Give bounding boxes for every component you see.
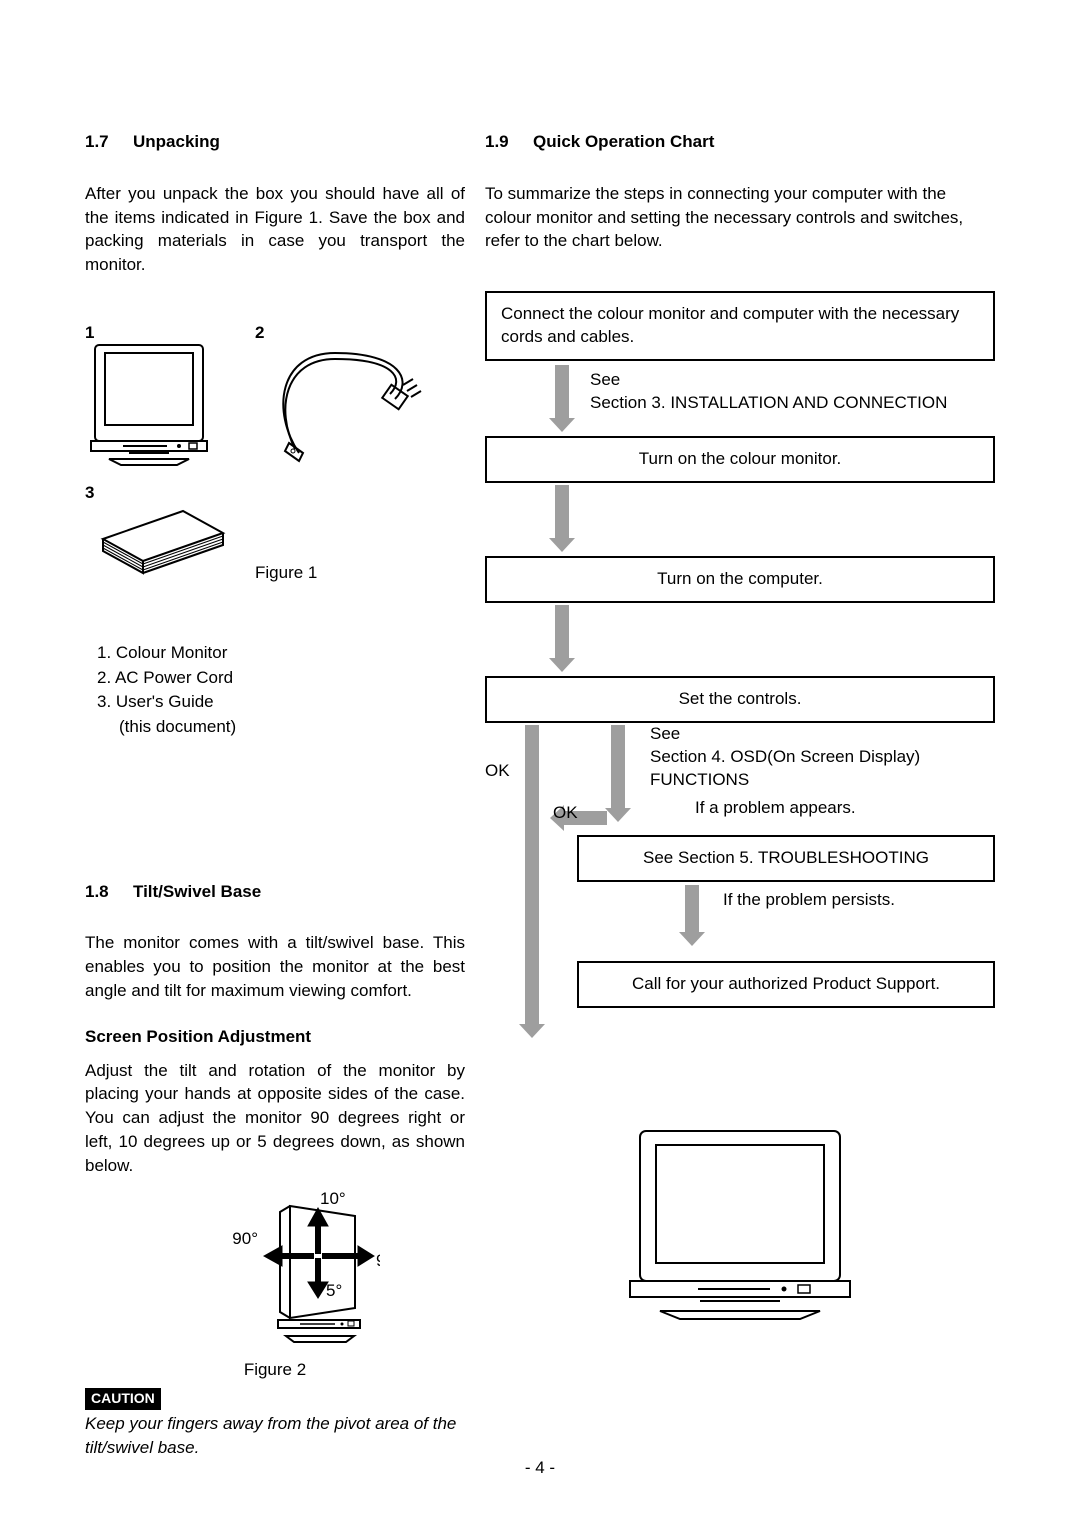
body-screen-pos: Adjust the tilt and rotation of the moni… xyxy=(85,1059,465,1178)
figure-2-caption: Figure 2 xyxy=(85,1358,465,1382)
list-item: 2. AC Power Cord xyxy=(97,666,465,691)
flowchart: Connect the colour monitor and computer … xyxy=(485,291,995,1081)
angle-left-label: 90° xyxy=(232,1229,258,1248)
flow-ref-problem-persists: If the problem persists. xyxy=(723,889,993,912)
flow-box-product-support: Call for your authorized Product Support… xyxy=(577,961,995,1008)
list-item: 1. Colour Monitor xyxy=(97,641,465,666)
flow-arrow-icon xyxy=(555,365,569,419)
page-number: - 4 - xyxy=(0,1456,1080,1480)
body-1.8: The monitor comes with a tilt/swivel bas… xyxy=(85,931,465,1002)
heading-num: 1.8 xyxy=(85,880,133,904)
monitor-large-icon xyxy=(620,1121,860,1321)
figure-1-area: 1 2 3 xyxy=(85,321,465,621)
body-1.9: To summarize the steps in connecting you… xyxy=(485,182,995,253)
figure-1-caption: Figure 1 xyxy=(255,561,317,585)
flow-arrow-icon xyxy=(611,725,625,809)
tilt-monitor-icon: 10° 5° 90° 90° xyxy=(170,1188,380,1348)
heading-num: 1.9 xyxy=(485,130,533,154)
flow-box-set-controls: Set the controls. xyxy=(485,676,995,723)
users-guide-icon xyxy=(93,499,233,589)
figure-2-area: 10° 5° 90° 90° Figure 2 xyxy=(85,1188,465,1383)
heading-num: 1.7 xyxy=(85,130,133,154)
heading-title: Quick Operation Chart xyxy=(533,132,714,151)
flow-ref-section3: See Section 3. INSTALLATION AND CONNECTI… xyxy=(590,369,990,415)
flow-ref-section4: See Section 4. OSD(On Screen Display) FU… xyxy=(650,723,980,792)
list-item-sub: (this document) xyxy=(119,715,465,740)
heading-title: Tilt/Swivel Base xyxy=(133,882,261,901)
angle-down-label: 5° xyxy=(326,1281,342,1300)
flow-arrow-icon xyxy=(555,485,569,539)
flow-arrow-icon xyxy=(685,885,699,933)
subhead-screen-pos: Screen Position Adjustment xyxy=(85,1025,465,1049)
angle-right-label: 90° xyxy=(376,1251,380,1270)
heading-1.8: 1.8Tilt/Swivel Base xyxy=(85,880,465,904)
angle-up-label: 10° xyxy=(320,1189,346,1208)
flow-box-turn-on-computer: Turn on the computer. xyxy=(485,556,995,603)
flow-box-turn-on-monitor: Turn on the colour monitor. xyxy=(485,436,995,483)
fig1-label-2: 2 xyxy=(255,321,264,345)
body-1.7: After you unpack the box you should have… xyxy=(85,182,465,277)
left-column: 1.7Unpacking After you unpack the box yo… xyxy=(85,130,465,1460)
flow-ref-problem-appears: If a problem appears. xyxy=(695,797,985,820)
caution-block: CAUTION Keep your fingers away from the … xyxy=(85,1382,465,1459)
heading-title: Unpacking xyxy=(133,132,220,151)
power-cord-icon xyxy=(265,339,425,469)
list-item: 3. User's Guide xyxy=(97,690,465,715)
figure-1-item-list: 1. Colour Monitor 2. AC Power Cord 3. Us… xyxy=(97,641,465,740)
caution-badge: CAUTION xyxy=(85,1388,161,1410)
flow-box-connect: Connect the colour monitor and computer … xyxy=(485,291,995,361)
heading-1.7: 1.7Unpacking xyxy=(85,130,465,154)
caution-text: Keep your fingers away from the pivot ar… xyxy=(85,1412,465,1460)
ok-label: OK xyxy=(485,759,510,783)
flow-arrow-icon xyxy=(555,605,569,659)
ok-label: OK xyxy=(553,801,578,825)
flow-box-troubleshooting: See Section 5. TROUBLESHOOTING xyxy=(577,835,995,882)
monitor-icon xyxy=(89,341,219,471)
right-column: 1.9Quick Operation Chart To summarize th… xyxy=(485,130,995,1321)
heading-1.9: 1.9Quick Operation Chart xyxy=(485,130,995,154)
flow-arrow-icon xyxy=(525,725,539,1025)
